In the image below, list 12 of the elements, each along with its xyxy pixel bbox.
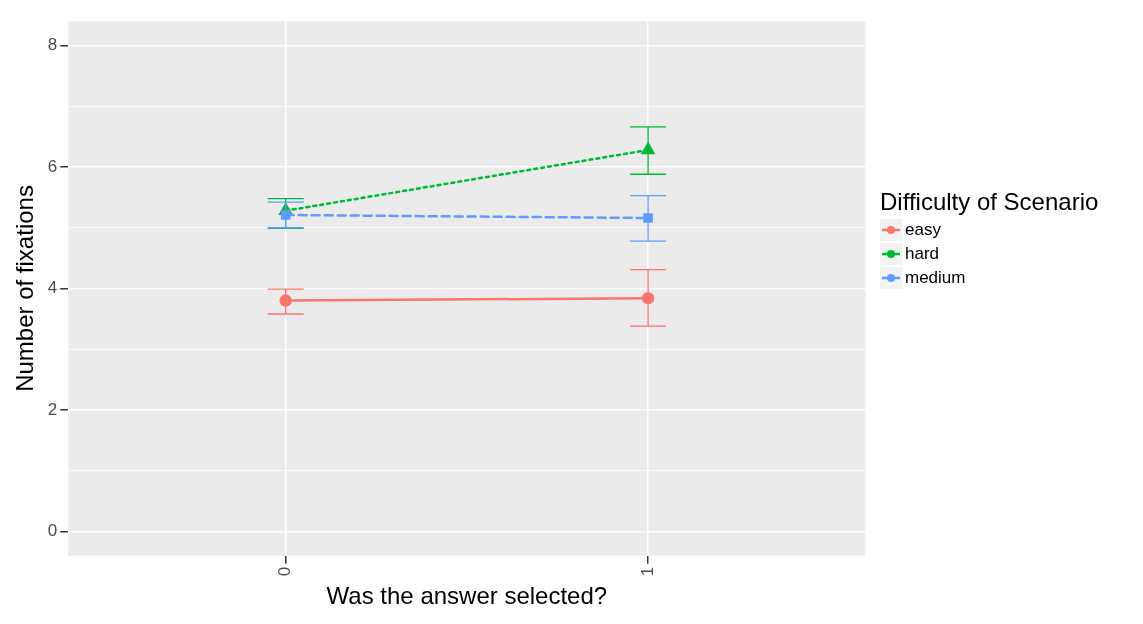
legend-title: Difficulty of Scenario (880, 188, 1099, 216)
legend-label: medium (905, 268, 966, 288)
y-tick-label: 0 (47, 521, 58, 541)
legend-label: easy (905, 220, 941, 240)
y-tick-label: 8 (47, 35, 58, 55)
legend-label: hard (905, 244, 940, 264)
y-tick-label: 4 (47, 278, 58, 298)
x-tick-label: 1 (637, 566, 657, 577)
x-axis-title: Was the answer selected? (326, 582, 608, 610)
y-tick-label: 2 (47, 399, 58, 419)
y-axis-title: Number of fixations (11, 185, 39, 392)
y-tick-label: 6 (47, 156, 58, 176)
